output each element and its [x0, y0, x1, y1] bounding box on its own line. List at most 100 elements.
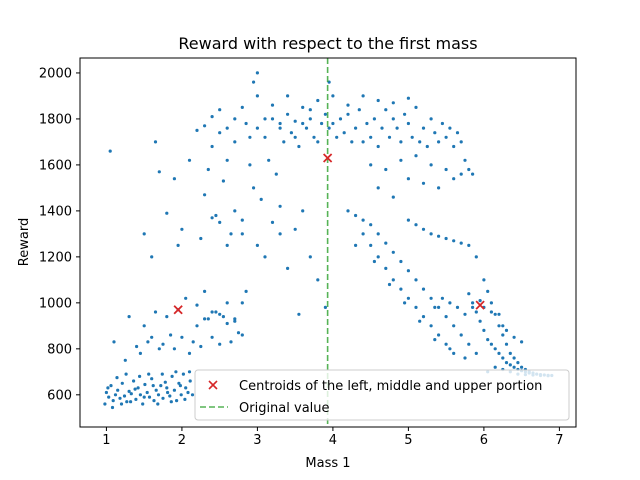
scatter-point	[512, 365, 516, 369]
scatter-point	[304, 126, 309, 130]
y-axis-label: Reward	[17, 218, 32, 266]
scatter-point	[384, 241, 388, 245]
scatter-point	[138, 393, 142, 397]
scatter-point	[233, 317, 237, 321]
scatter-point	[225, 126, 229, 130]
scatter-point	[478, 319, 482, 323]
scatter-point	[255, 94, 259, 98]
scatter-point	[520, 365, 524, 369]
scatter-point	[286, 112, 290, 116]
scatter-point	[504, 342, 509, 346]
scatter-point	[471, 305, 475, 309]
scatter-point	[138, 351, 142, 355]
scatter-point	[229, 232, 233, 236]
scatter-point	[221, 315, 225, 319]
scatter-point	[110, 405, 115, 410]
scatter-point	[255, 71, 259, 75]
scatter-point	[191, 340, 195, 344]
scatter-point	[168, 394, 172, 398]
scatter-point	[399, 287, 403, 291]
scatter-point	[188, 379, 192, 383]
chart-title: Reward with respect to the first mass	[178, 34, 477, 53]
scatter-point	[157, 170, 161, 174]
scatter-point	[493, 312, 497, 316]
scatter-point	[210, 144, 214, 149]
scatter-point	[124, 372, 128, 376]
scatter-point	[361, 232, 365, 236]
legend-box	[194, 369, 570, 421]
scatter-point	[119, 402, 124, 406]
scatter-point	[248, 163, 252, 167]
scatter-point	[437, 234, 441, 238]
scatter-point	[312, 135, 316, 139]
scatter-point	[354, 243, 358, 247]
scatter-point	[163, 380, 167, 384]
scatter-point	[161, 396, 165, 400]
scatter-point	[112, 340, 116, 344]
scatter-point	[459, 172, 463, 176]
scatter-point	[218, 342, 222, 346]
scatter-point	[150, 255, 154, 259]
scatter-point	[129, 392, 133, 396]
scatter-point	[437, 186, 441, 190]
scatter-point	[308, 255, 312, 259]
scatter-point	[421, 181, 426, 185]
scatter-point	[508, 363, 512, 367]
scatter-point	[143, 382, 147, 387]
scatter-point	[376, 255, 380, 259]
scatter-point	[455, 131, 460, 135]
scatter-point	[406, 296, 410, 300]
scatter-point	[274, 172, 278, 176]
scatter-point	[107, 395, 111, 399]
scatter-point	[184, 296, 188, 300]
scatter-point	[406, 121, 410, 126]
scatter-point	[187, 158, 192, 162]
scatter-point	[471, 301, 475, 305]
scatter-point	[433, 305, 437, 309]
scatter-point	[327, 126, 331, 130]
scatter-point	[214, 310, 218, 314]
scatter-point	[406, 218, 410, 222]
scatter-point	[346, 209, 350, 213]
scatter-point	[199, 236, 203, 241]
scatter-point	[199, 344, 203, 349]
scatter-point	[111, 399, 115, 403]
scatter-point	[174, 370, 178, 374]
legend-label-centroids: Centroids of the left, middle and upper …	[239, 379, 542, 394]
scatter-point	[165, 211, 169, 215]
scatter-point	[104, 390, 108, 395]
scatter-point	[421, 287, 426, 291]
scatter-point	[301, 209, 305, 213]
scatter-point	[482, 328, 486, 332]
scatter-point	[147, 395, 152, 399]
scatter-point	[350, 140, 354, 144]
scatter-point	[160, 372, 164, 376]
scatter-point	[369, 163, 373, 167]
scatter-point	[497, 351, 501, 355]
scatter-point	[210, 310, 214, 314]
scatter-point	[293, 119, 297, 123]
scatter-point	[259, 197, 263, 201]
scatter-point	[293, 135, 297, 139]
scatter-point	[122, 394, 127, 398]
scatter-point	[512, 335, 516, 339]
scatter-point	[406, 177, 410, 181]
scatter-point	[414, 278, 418, 282]
scatter-point	[142, 324, 146, 328]
scatter-point	[320, 121, 324, 126]
scatter-point	[421, 126, 426, 130]
scatter-point	[218, 312, 222, 316]
scatter-point	[316, 98, 320, 103]
scatter-point	[116, 388, 120, 392]
scatter-point	[120, 381, 124, 385]
y-tick-label: 2000	[39, 66, 72, 81]
scatter-point	[103, 402, 107, 406]
scatter-point	[203, 317, 207, 321]
legend: Centroids of the left, middle and upper …	[194, 369, 570, 421]
x-tick-label: 5	[404, 433, 412, 448]
x-tick-label: 1	[102, 433, 110, 448]
scatter-point	[225, 243, 229, 247]
scatter-point	[335, 135, 339, 139]
scatter-point	[444, 236, 448, 241]
scatter-point	[263, 255, 267, 259]
